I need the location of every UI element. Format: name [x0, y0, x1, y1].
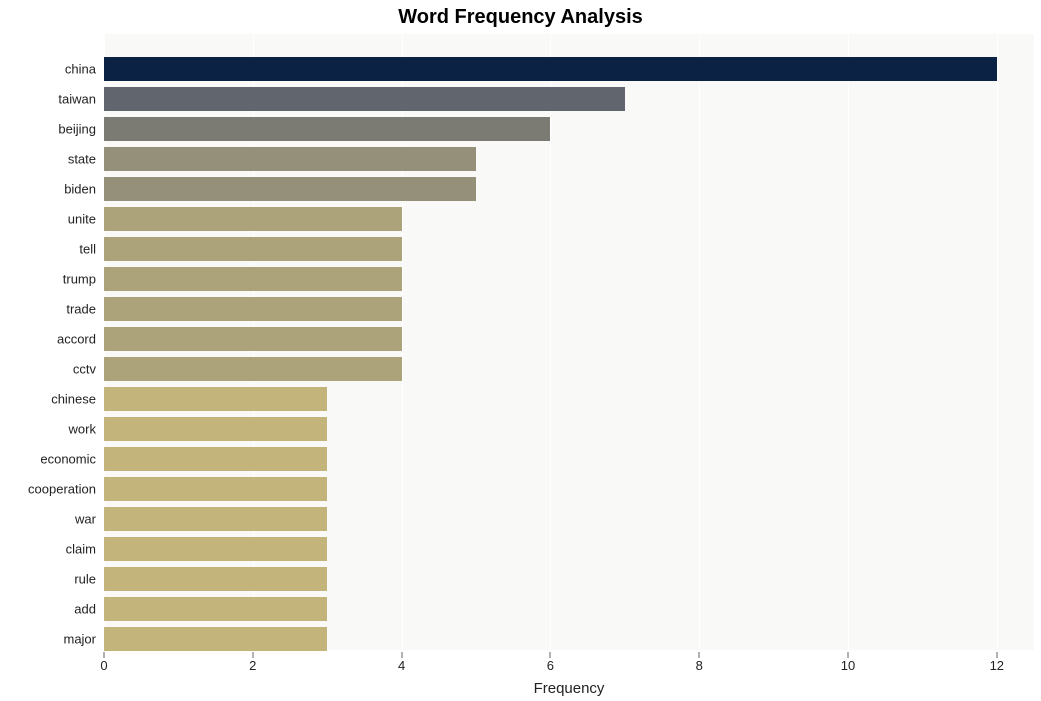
bar	[104, 537, 327, 561]
bar	[104, 87, 625, 111]
y-tick-label: add	[0, 603, 96, 616]
grid-line	[848, 34, 849, 650]
bar	[104, 417, 327, 441]
x-tick-label: 12	[990, 658, 1004, 673]
x-tick-label: 6	[547, 658, 554, 673]
y-tick-label: trade	[0, 303, 96, 316]
grid-line	[550, 34, 551, 650]
bar	[104, 147, 476, 171]
y-tick-label: accord	[0, 333, 96, 346]
bar	[104, 357, 402, 381]
x-tick-label: 8	[696, 658, 703, 673]
bar	[104, 117, 550, 141]
bar	[104, 267, 402, 291]
bar	[104, 567, 327, 591]
x-tick-label: 2	[249, 658, 256, 673]
y-tick-label: major	[0, 633, 96, 646]
y-tick-label: state	[0, 153, 96, 166]
x-tick-label: 10	[841, 658, 855, 673]
grid-line	[997, 34, 998, 650]
x-axis-title: Frequency	[104, 680, 1034, 697]
y-tick-label: taiwan	[0, 93, 96, 106]
bar	[104, 507, 327, 531]
bar	[104, 387, 327, 411]
bar	[104, 177, 476, 201]
y-tick-label: tell	[0, 243, 96, 256]
y-tick-label: economic	[0, 453, 96, 466]
word-frequency-chart: Word Frequency Analysis china taiwan beiji…	[0, 0, 1041, 701]
y-tick-label: unite	[0, 213, 96, 226]
y-tick-label: china	[0, 63, 96, 76]
y-tick-label: biden	[0, 183, 96, 196]
y-tick-label: chinese	[0, 393, 96, 406]
x-tick-label: 0	[100, 658, 107, 673]
bar	[104, 327, 402, 351]
y-tick-label: cooperation	[0, 483, 96, 496]
bar	[104, 447, 327, 471]
bar	[104, 57, 997, 81]
y-tick-label: claim	[0, 543, 96, 556]
bar	[104, 207, 402, 231]
bar	[104, 627, 327, 651]
x-axis-ticks: 024681012	[104, 658, 1034, 678]
y-tick-label: trump	[0, 273, 96, 286]
bar	[104, 597, 327, 621]
bar	[104, 237, 402, 261]
bar	[104, 477, 327, 501]
y-tick-label: beijing	[0, 123, 96, 136]
x-tick-label: 4	[398, 658, 405, 673]
y-tick-label: cctv	[0, 363, 96, 376]
bar	[104, 297, 402, 321]
grid-line	[699, 34, 700, 650]
chart-title: Word Frequency Analysis	[0, 6, 1041, 29]
y-tick-label: war	[0, 513, 96, 526]
y-tick-label: work	[0, 423, 96, 436]
plot-area	[104, 34, 1034, 650]
y-tick-label: rule	[0, 573, 96, 586]
